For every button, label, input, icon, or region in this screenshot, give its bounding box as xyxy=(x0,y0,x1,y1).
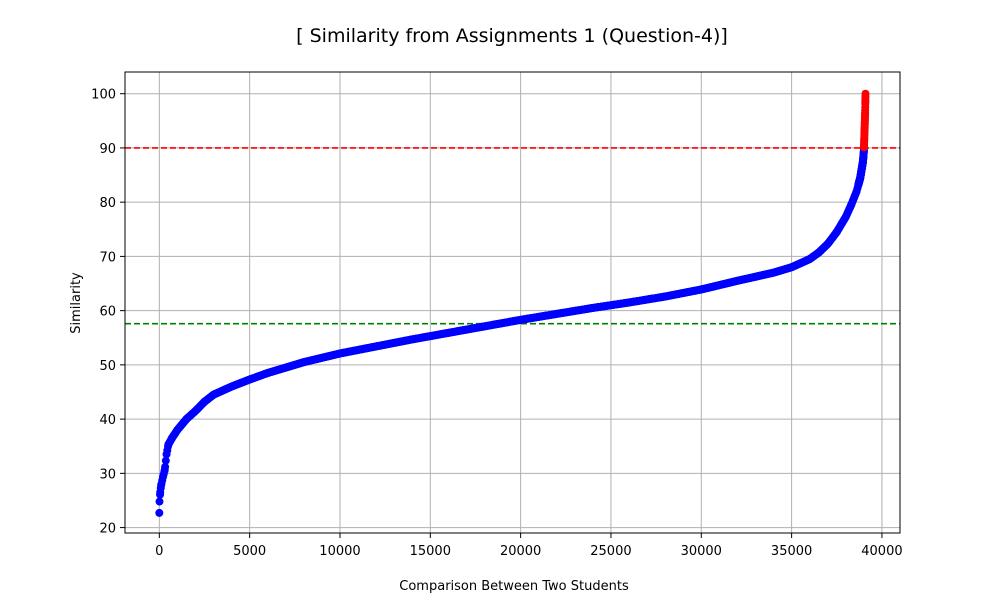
y-tick-label: 80 xyxy=(99,196,116,211)
data-points xyxy=(155,89,870,517)
data-point xyxy=(155,508,164,517)
y-tick-label: 90 xyxy=(99,142,116,157)
x-tick-label: 30000 xyxy=(681,544,722,559)
x-tick-label: 40000 xyxy=(861,544,902,559)
y-tick-label: 70 xyxy=(99,250,116,265)
data-point-high xyxy=(861,89,870,98)
data-point xyxy=(161,462,170,471)
plot-frame xyxy=(124,71,901,534)
x-axis-label: Comparison Between Two Students xyxy=(399,579,629,594)
y-tick-label: 40 xyxy=(99,413,116,428)
y-tick-label: 20 xyxy=(99,522,116,537)
y-axis-ticks: 20 30 40 50 60 70 80 90 100 xyxy=(91,88,125,537)
x-tick-label: 25000 xyxy=(590,544,631,559)
data-point xyxy=(161,456,170,465)
x-tick-label: 20000 xyxy=(500,544,541,559)
x-tick-label: 35000 xyxy=(771,544,812,559)
x-axis-ticks: 0 5000 10000 15000 20000 25000 30000 35000 40000 xyxy=(155,533,903,559)
x-tick-label: 15000 xyxy=(410,544,451,559)
x-tick-label: 10000 xyxy=(319,544,360,559)
y-tick-label: 30 xyxy=(99,467,116,482)
y-tick-label: 60 xyxy=(99,305,116,320)
y-tick-label: 100 xyxy=(91,88,116,103)
x-tick-label: 0 xyxy=(155,544,163,559)
y-tick-label: 50 xyxy=(99,359,116,374)
chart-title: [ Similarity from Assignments 1 (Questio… xyxy=(296,25,728,47)
y-axis-label: Similarity xyxy=(69,272,84,334)
data-point xyxy=(155,497,164,506)
x-tick-label: 5000 xyxy=(233,544,266,559)
